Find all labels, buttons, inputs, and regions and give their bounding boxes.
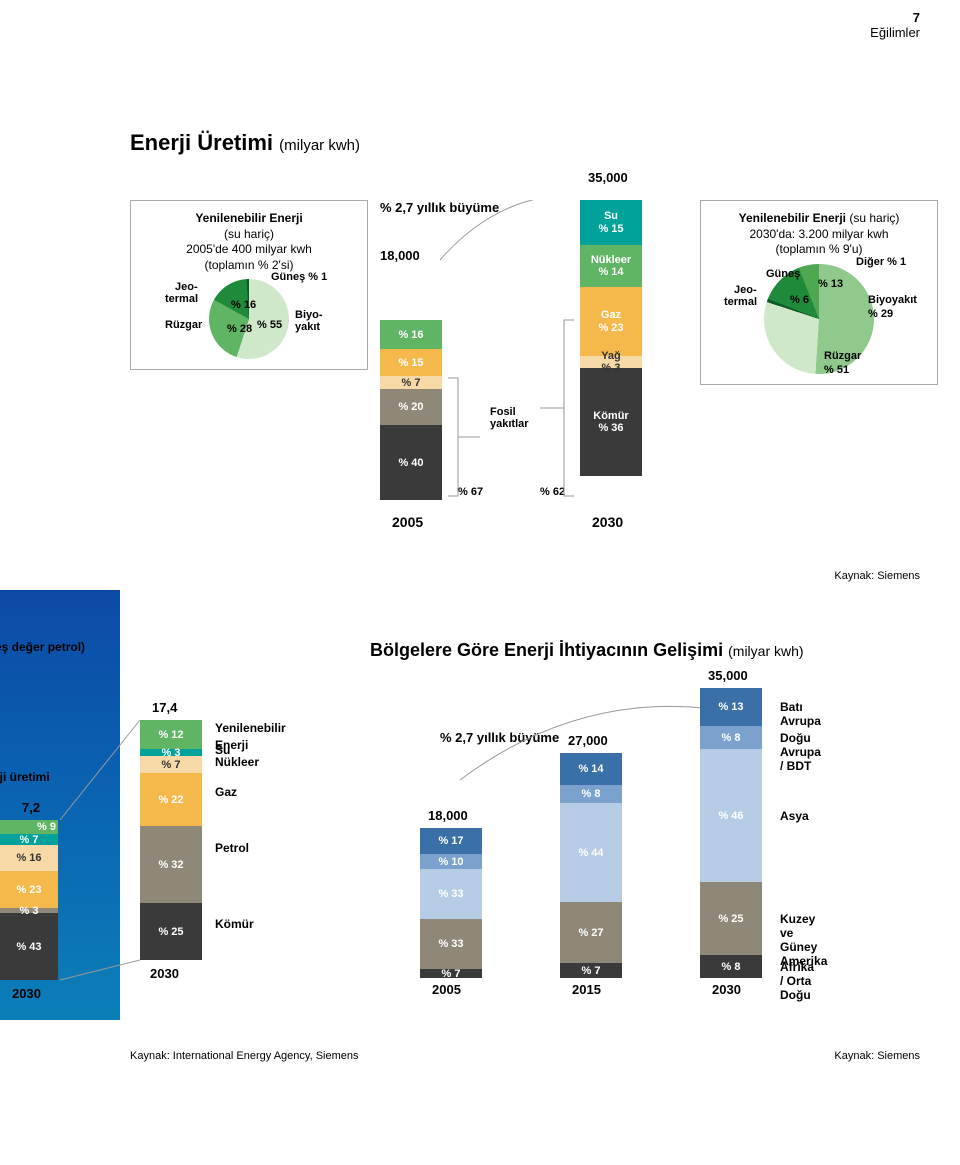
colb-year: 2030	[150, 966, 179, 981]
renewable-2005-text: Yenilenebilir Enerji (su hariç) 2005'de …	[139, 211, 359, 273]
page-header: 7 Eğilimler	[870, 10, 920, 40]
col-b: % 12% 3% 7% 22% 32% 25	[140, 720, 202, 960]
rtot-2: 35,000	[708, 668, 748, 683]
pie-2005: Güneş % 1Jeo-termal% 16Biyo-yakıt% 55Rüz…	[209, 279, 289, 359]
pie-2030: Diğer % 1Güneş% 13Jeo-termal% 6Biyoyakıt…	[764, 264, 874, 374]
ryear-1: 2015	[572, 982, 601, 997]
year-2005: 2005	[392, 514, 423, 530]
renewable-2030-text: Yenilenebilir Enerji (su hariç) 2030'da:…	[709, 211, 929, 258]
bar-2005: % 16% 15% 7% 20% 40	[380, 320, 442, 500]
bar-2030: Su% 15Nükleer% 14Gaz% 23Yağ% 3Kömür% 36	[580, 200, 642, 500]
growth-label: % 2,7 yıllık büyüme	[380, 200, 499, 215]
cut-title-left: eş değer petrol)	[0, 640, 130, 654]
region-col-2005: % 17% 10% 33% 33% 7	[420, 828, 482, 978]
page-number: 7	[870, 10, 920, 25]
total-2030: 35,000	[588, 170, 628, 185]
section1-title: Enerji Üretimi (milyar kwh)	[130, 130, 920, 156]
source-2a: Kaynak: International Energy Agency, Sie…	[130, 1050, 359, 1062]
ryear-2: 2030	[712, 982, 741, 997]
rtot-1: 27,000	[568, 733, 608, 748]
section2-title: Bölgelere Göre Enerji İhtiyacının Gelişi…	[370, 640, 804, 661]
fossil-v1: % 67	[458, 486, 483, 498]
growth-label-2: % 2,7 yıllık büyüme	[440, 730, 559, 745]
region-col-2015: % 14% 8% 44% 27% 7	[560, 753, 622, 978]
total-2005: 18,000	[380, 248, 420, 263]
year-2030: 2030	[592, 514, 623, 530]
renewable-2005-box: Yenilenebilir Enerji (su hariç) 2005'de …	[130, 200, 368, 370]
cola-year: 2030	[12, 986, 41, 1001]
region-col-2030: % 13% 8% 46% 25% 8	[700, 688, 762, 978]
section-name: Eğilimler	[870, 25, 920, 40]
fossil-label: Fosil yakıtlar	[490, 406, 529, 430]
source-2b: Kaynak: Siemens	[834, 1050, 920, 1062]
source-1: Kaynak: Siemens	[834, 570, 920, 582]
cola-total: 7,2	[22, 800, 40, 815]
colb-total: 17,4	[152, 700, 177, 715]
cut-label: rji üretimi	[0, 770, 50, 784]
col-a: % 9% 7% 16% 23% 3% 43	[0, 820, 58, 980]
ryear-0: 2005	[432, 982, 461, 997]
rtot-0: 18,000	[428, 808, 468, 823]
fossil-v2: % 62	[540, 486, 565, 498]
renewable-2030-box: Yenilenebilir Enerji (su hariç) 2030'da:…	[700, 200, 938, 385]
